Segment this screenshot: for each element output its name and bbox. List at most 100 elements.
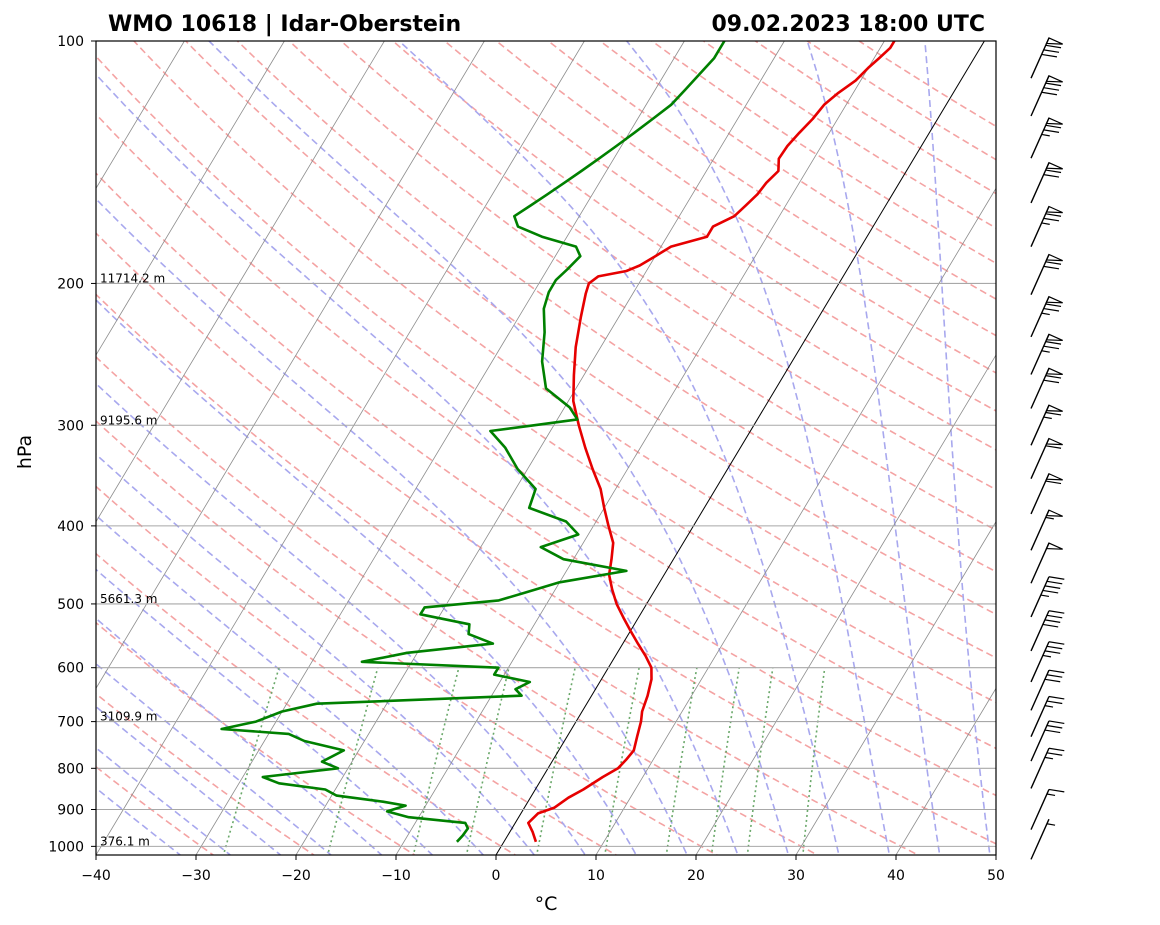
mixing-ratio-line bbox=[535, 667, 576, 855]
moist-adiabat-line bbox=[96, 298, 638, 855]
chart-title-datetime: 09.02.2023 18:00 UTC bbox=[711, 12, 985, 37]
height-label: 11714.2 m bbox=[100, 271, 165, 285]
x-tick-label: −30 bbox=[181, 868, 211, 884]
dry-adiabat-line bbox=[495, 41, 996, 374]
x-tick-label: 50 bbox=[987, 868, 1005, 884]
isotherm-line bbox=[695, 354, 996, 855]
isotherm-line bbox=[195, 41, 685, 855]
moist-adiabat-line bbox=[96, 746, 232, 855]
x-tick-label: −10 bbox=[381, 868, 411, 884]
x-axis-label: °C bbox=[535, 893, 558, 915]
isotherm-line bbox=[96, 41, 485, 690]
isotherm-line bbox=[96, 41, 285, 356]
dry-adiabat-line bbox=[598, 41, 996, 301]
dewpoint-profile bbox=[220, 41, 726, 843]
isotherm-line bbox=[895, 687, 996, 855]
wind-barb bbox=[1030, 576, 1065, 618]
moist-adiabat-line bbox=[208, 41, 790, 855]
wind-barb bbox=[1030, 788, 1065, 830]
height-label: 5661.3 m bbox=[100, 592, 158, 606]
y-tick-label: 500 bbox=[57, 597, 84, 613]
zero-isotherm bbox=[495, 41, 985, 855]
wind-barb bbox=[1030, 747, 1065, 789]
y-tick-label: 200 bbox=[57, 276, 84, 292]
dry-adiabat-line bbox=[96, 55, 996, 704]
height-label: 3109.9 m bbox=[100, 710, 158, 724]
height-label: 9195.6 m bbox=[100, 413, 158, 427]
wind-barb bbox=[1030, 117, 1063, 159]
dry-adiabat-line bbox=[443, 41, 996, 412]
wind-barb bbox=[1030, 333, 1063, 375]
y-tick-label: 600 bbox=[57, 661, 84, 677]
moist-adiabat-line bbox=[96, 705, 282, 855]
dry-adiabat-line bbox=[96, 621, 417, 855]
moist-adiabat-line bbox=[806, 41, 941, 855]
mixing-ratio-line bbox=[802, 667, 826, 855]
wind-barb bbox=[1030, 669, 1065, 711]
dry-adiabat-line bbox=[96, 113, 996, 750]
wind-barb bbox=[1030, 437, 1063, 479]
mixing-ratio-line bbox=[665, 667, 698, 855]
wind-barb bbox=[1030, 542, 1063, 584]
dry-adiabat-line bbox=[96, 552, 517, 855]
dry-adiabat-line bbox=[650, 41, 996, 265]
moist-adiabat-line bbox=[626, 41, 891, 855]
y-tick-label: 1000 bbox=[48, 839, 84, 855]
moist-adiabat-line bbox=[398, 41, 840, 855]
height-label: 376.1 m bbox=[100, 834, 150, 848]
x-tick-label: −20 bbox=[281, 868, 311, 884]
y-axis-label: hPa bbox=[14, 435, 36, 469]
x-tick-label: 40 bbox=[887, 868, 905, 884]
isotherm-line bbox=[0, 41, 84, 855]
x-tick-label: 0 bbox=[492, 868, 501, 884]
dry-adiabat-line bbox=[96, 692, 316, 855]
y-tick-label: 400 bbox=[57, 519, 84, 535]
moist-adiabat-line bbox=[924, 41, 991, 855]
y-axis-ticks: 100 200 300 400 500 600 700 800 900 1000 bbox=[48, 34, 96, 855]
moist-adiabat-line bbox=[96, 662, 333, 855]
background-lines bbox=[0, 41, 996, 855]
moist-adiabat-line bbox=[96, 73, 739, 855]
wind-barb bbox=[1030, 37, 1063, 79]
dry-adiabat-line bbox=[288, 41, 996, 532]
temperature-profile bbox=[527, 41, 896, 843]
x-tick-label: −40 bbox=[81, 868, 111, 884]
wind-barbs bbox=[1030, 37, 1065, 860]
dry-adiabat-line bbox=[754, 41, 996, 195]
isotherm-line bbox=[795, 520, 996, 855]
isotherm-line bbox=[995, 854, 996, 855]
wind-barb bbox=[1030, 818, 1056, 860]
height-labels: 11714.2 m 9195.6 m 5661.3 m 3109.9 m 376.1 m bbox=[100, 271, 165, 848]
wind-barb bbox=[1030, 253, 1063, 295]
dry-adiabat-line bbox=[96, 485, 618, 855]
wind-barb bbox=[1030, 509, 1063, 551]
dry-adiabat-line bbox=[805, 41, 996, 161]
wind-barb bbox=[1030, 641, 1065, 683]
wind-barb bbox=[1030, 404, 1063, 446]
wind-barb bbox=[1030, 610, 1065, 652]
y-tick-label: 700 bbox=[57, 715, 84, 731]
dry-adiabat-line bbox=[184, 41, 996, 616]
wind-barb bbox=[1030, 295, 1063, 338]
x-tick-label: 20 bbox=[687, 868, 705, 884]
moist-adiabat-line bbox=[96, 197, 688, 855]
mixing-ratio-line bbox=[326, 667, 379, 855]
mixing-ratio-line bbox=[465, 667, 510, 855]
mixing-ratio-line bbox=[746, 667, 774, 855]
y-tick-label: 800 bbox=[57, 761, 84, 777]
mixing-ratio-line bbox=[603, 667, 640, 855]
wind-barb bbox=[1030, 720, 1065, 762]
isotherm-line bbox=[295, 41, 785, 855]
moist-adiabat-line bbox=[96, 514, 485, 855]
y-tick-label: 300 bbox=[57, 418, 84, 434]
mixing-ratio-line bbox=[412, 667, 460, 855]
dry-adiabat-line bbox=[96, 355, 820, 855]
dry-adiabat-line bbox=[339, 41, 996, 491]
dry-adiabat-line bbox=[236, 41, 996, 573]
moist-adiabat-line bbox=[96, 568, 434, 855]
moist-adiabat-line bbox=[96, 617, 383, 855]
wind-barb bbox=[1030, 161, 1063, 204]
plot-frame bbox=[95, 40, 997, 856]
wind-barb bbox=[1030, 367, 1063, 409]
dry-adiabat-line bbox=[96, 419, 719, 855]
